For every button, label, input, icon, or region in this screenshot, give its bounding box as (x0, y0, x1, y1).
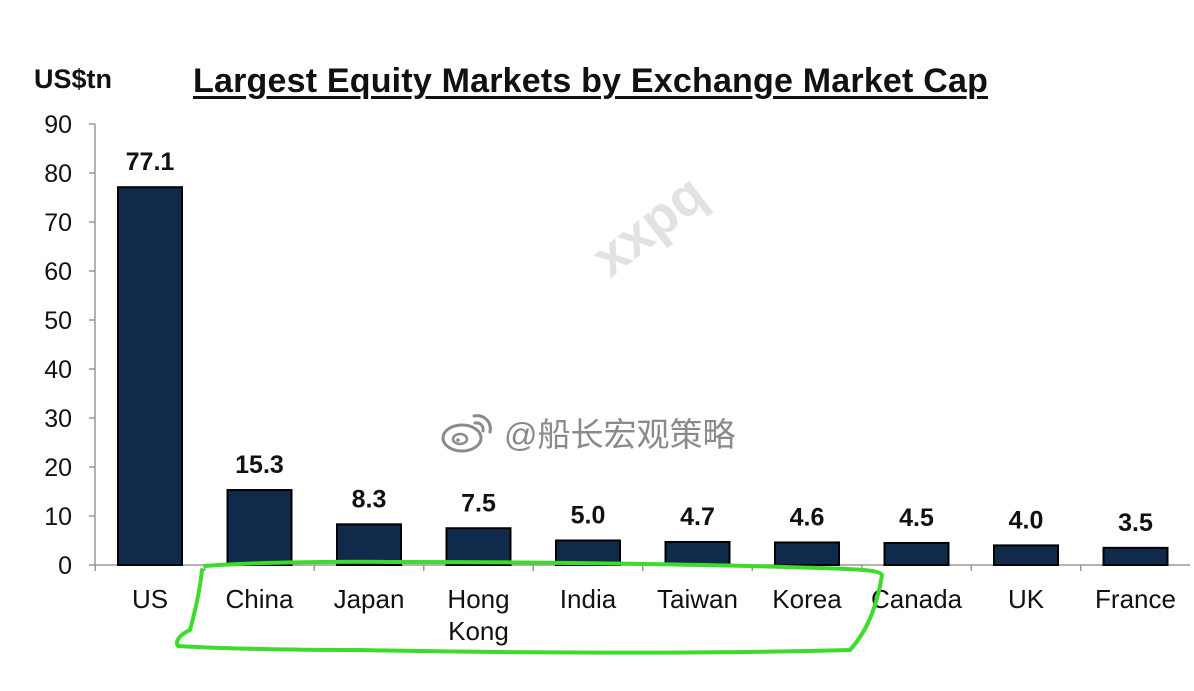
chart-title: Largest Equity Markets by Exchange Marke… (193, 62, 989, 100)
x-tick-label: Korea (772, 584, 842, 614)
weibo-handle: @船长宏观策略 (504, 416, 736, 453)
bar-korea (774, 541, 840, 567)
bar-us (117, 186, 183, 567)
bar-canada (883, 541, 950, 567)
y-tick-label: 80 (44, 160, 72, 188)
y-tick-label: 40 (44, 356, 72, 384)
data-label: 3.5 (1118, 509, 1153, 537)
x-tick-label: India (560, 584, 617, 614)
data-label: 8.3 (352, 485, 387, 513)
y-tick-label: 90 (44, 111, 72, 139)
bar-uk (993, 544, 1059, 567)
y-tick-label: 30 (44, 405, 72, 433)
x-tick-label: Hong Kong (447, 584, 509, 646)
bars (117, 186, 1169, 567)
x-tick-label: France (1095, 584, 1176, 614)
weibo-watermark: @船长宏观策略 (440, 408, 736, 456)
x-tick-label: Japan (334, 584, 405, 614)
bar-china (226, 489, 293, 566)
data-label: 7.5 (461, 489, 496, 517)
bar-taiwan (664, 540, 731, 566)
y-tick-label: 0 (58, 552, 72, 580)
data-labels: 77.1 15.3 8.3 7.5 5.0 4.7 4.6 4.5 4.0 3.5 (126, 148, 1153, 537)
x-tick-label: Taiwan (657, 584, 738, 614)
data-label: 4.7 (680, 503, 715, 531)
x-tick-labels: US China Japan Hong Kong India Taiwan Korea Cana… (132, 584, 1176, 646)
y-tick-label: 50 (44, 307, 72, 335)
highlight-outline (175, 559, 884, 655)
axes: 0 10 20 30 40 50 60 70 80 90 (44, 111, 1190, 580)
bar-hong-kong (445, 527, 512, 566)
x-tick-label: Canada (871, 584, 963, 614)
x-tick-label: UK (1008, 584, 1045, 614)
x-tick-label: US (132, 584, 168, 614)
data-label: 4.6 (790, 503, 825, 531)
data-label: 4.5 (899, 504, 934, 532)
y-tick-label: 70 (44, 209, 72, 237)
y-tick-label: 10 (44, 503, 72, 531)
data-label: 77.1 (126, 148, 175, 176)
data-label: 4.0 (1009, 506, 1044, 534)
y-tick-label: 20 (44, 454, 72, 482)
data-label: 15.3 (235, 451, 284, 479)
bar-japan (336, 523, 402, 567)
y-tick-label: 60 (44, 258, 72, 286)
y-axis-unit-label: US$tn (34, 64, 113, 94)
data-label: 5.0 (571, 502, 606, 530)
bar-france (1102, 546, 1169, 566)
x-tick-label: China (226, 584, 294, 614)
weibo-icon (441, 414, 492, 453)
